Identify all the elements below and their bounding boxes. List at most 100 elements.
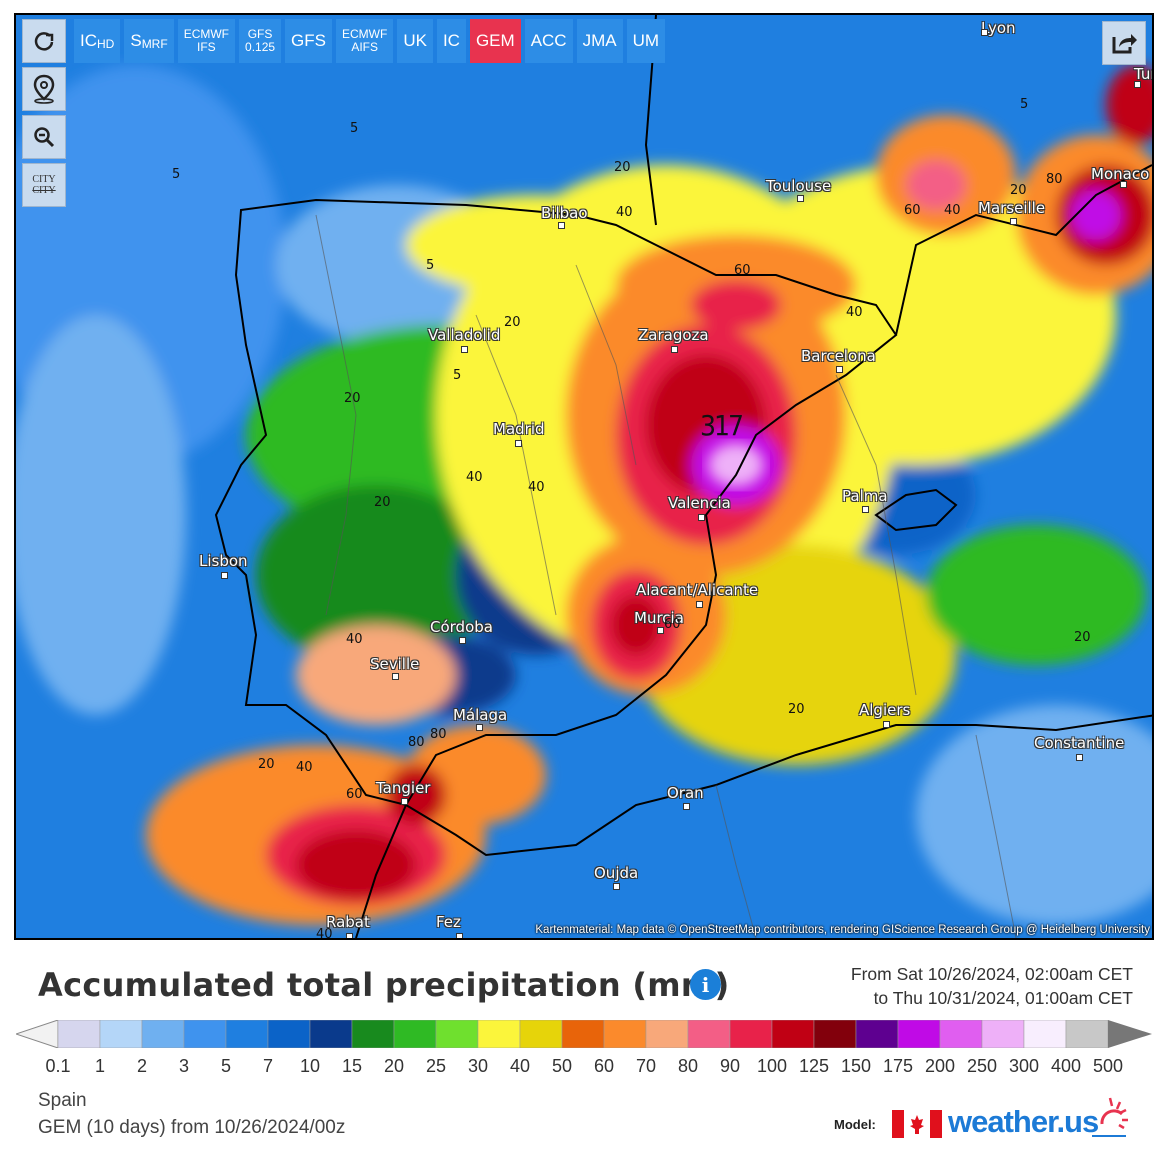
city-marker-algiers[interactable] (883, 721, 890, 728)
share-button[interactable] (1102, 21, 1146, 65)
contour-label: 20 (344, 391, 361, 406)
city-label-lisbon: Lisbon (199, 552, 248, 570)
contour-label: 40 (528, 480, 545, 495)
legend-swatch (57, 1020, 101, 1048)
model-tab-sub: 0.125 (245, 40, 276, 54)
model-tab-sub: AIFS (351, 40, 378, 54)
city-toggle-button[interactable]: CITY CITY (22, 163, 66, 207)
city-marker-oran[interactable] (683, 803, 690, 810)
city-marker-constantine[interactable] (1076, 754, 1083, 761)
city-marker-c-rdoba[interactable] (459, 637, 466, 644)
legend-swatch (603, 1020, 647, 1048)
legend-swatch (477, 1020, 521, 1048)
city-label-alacant-alicante: Alacant/Alicante (636, 581, 759, 599)
model-tab-ic[interactable]: IC (436, 19, 466, 63)
legend-tick-label: 7 (262, 1056, 274, 1076)
info-icon[interactable]: i (690, 969, 721, 1000)
city-toggle-label-top: CITY (32, 174, 56, 185)
model-tab-acc[interactable]: ACC (524, 19, 573, 63)
city-label-lyon: Lyon (981, 19, 1016, 37)
city-label-monaco: Monaco (1091, 165, 1150, 183)
city-marker-madrid[interactable] (515, 440, 522, 447)
reload-button[interactable] (22, 19, 66, 63)
model-tab-s-mrf[interactable]: SMRF (124, 19, 174, 63)
precipitation-map[interactable]: CITY CITY ICHD SMRF ECMWF IFS GFS 0.125 GFS ECM… (14, 13, 1154, 940)
city-marker-rabat[interactable] (346, 933, 353, 938)
model-tab-main: IC (442, 31, 460, 50)
city-marker-turin[interactable] (1134, 81, 1141, 88)
city-marker-murcia[interactable] (657, 627, 664, 634)
city-label-constantine: Constantine (1034, 734, 1125, 752)
legend-swatch (435, 1020, 479, 1048)
contour-label: 5 (426, 258, 435, 273)
legend-swatch (225, 1020, 269, 1048)
city-marker-monaco[interactable] (1120, 181, 1127, 188)
city-marker-bilbao[interactable] (558, 222, 565, 229)
legend-tick-label: 150 (840, 1056, 872, 1076)
legend-tick-label: 125 (798, 1056, 830, 1076)
legend-swatch (1023, 1020, 1067, 1048)
city-marker-fez[interactable] (456, 933, 463, 938)
model-tab-jma[interactable]: JMA (576, 19, 623, 63)
city-marker-m-laga[interactable] (476, 724, 483, 731)
legend-tick-label: 15 (341, 1056, 363, 1076)
location-button[interactable] (22, 67, 66, 111)
model-tab-main: ACC (530, 31, 567, 50)
legend-tick-label: 20 (383, 1056, 405, 1076)
contour-label: 40 (466, 470, 483, 485)
city-marker-valladolid[interactable] (461, 346, 468, 353)
legend-swatch (141, 1020, 185, 1048)
legend-tick-label: 90 (719, 1056, 741, 1076)
zoom-out-button[interactable] (22, 115, 66, 159)
model-tab-ecmwf-ifs[interactable]: ECMWF IFS (177, 19, 236, 63)
city-marker-tangier[interactable] (401, 798, 408, 805)
model-tab-um[interactable]: UM (626, 19, 666, 63)
model-tab-gfs-0-125[interactable]: GFS 0.125 (239, 19, 282, 63)
city-toggle-label-bottom: CITY (32, 185, 56, 196)
model-tab-uk[interactable]: UK (397, 19, 433, 63)
city-marker-toulouse[interactable] (797, 195, 804, 202)
city-marker-valencia[interactable] (698, 514, 705, 521)
city-label-rabat: Rabat (326, 913, 370, 931)
model-tab-main: UK (403, 31, 427, 50)
city-marker-lyon[interactable] (981, 29, 988, 36)
legend-tick-label: 1 (94, 1056, 106, 1076)
contour-label: 40 (944, 203, 961, 218)
legend-tick-label: 175 (882, 1056, 914, 1076)
city-label-turin: Turin (1134, 65, 1152, 83)
legend-tick-label: 400 (1050, 1056, 1082, 1076)
contour-label: 40 (296, 760, 313, 775)
city-marker-seville[interactable] (392, 673, 399, 680)
city-marker-oujda[interactable] (613, 883, 620, 890)
city-label-c-rdoba: Córdoba (430, 618, 493, 636)
city-marker-palma[interactable] (862, 506, 869, 513)
model-tab-ecmwf-aifs[interactable]: ECMWF AIFS (336, 19, 394, 63)
legend-swatch (855, 1020, 899, 1048)
contour-label: 60 (346, 787, 363, 802)
color-scale-legend (16, 1020, 1152, 1048)
city-marker-zaragoza[interactable] (671, 346, 678, 353)
contour-label: 20 (788, 702, 805, 717)
city-label-tangier: Tangier (376, 779, 431, 797)
city-marker-barcelona[interactable] (836, 366, 843, 373)
contour-label: 60 (664, 617, 681, 632)
city-label-madrid: Madrid (493, 420, 545, 438)
model-tab-sub: MRF (141, 37, 168, 51)
legend-swatch (561, 1020, 605, 1048)
model-tab-gfs[interactable]: GFS (285, 19, 332, 63)
model-tab-gem[interactable]: GEM (469, 19, 521, 63)
city-marker-lisbon[interactable] (221, 572, 228, 579)
model-tab-ic-hd[interactable]: ICHD (74, 19, 121, 63)
model-tab-main: IC (80, 31, 97, 50)
legend-swatch (981, 1020, 1025, 1048)
model-tab-main: S (130, 31, 142, 50)
peak-value-label: 317 (700, 409, 744, 442)
legend-swatch (813, 1020, 857, 1048)
legend-tick-label: 300 (1008, 1056, 1040, 1076)
city-marker-marseille[interactable] (1010, 218, 1017, 225)
contour-label: 40 (616, 205, 633, 220)
brand-logo[interactable]: weather.us (948, 1104, 1099, 1140)
legend-tick-label: 500 (1092, 1056, 1124, 1076)
legend-swatch (645, 1020, 689, 1048)
city-marker-alacant-alicante[interactable] (696, 601, 703, 608)
